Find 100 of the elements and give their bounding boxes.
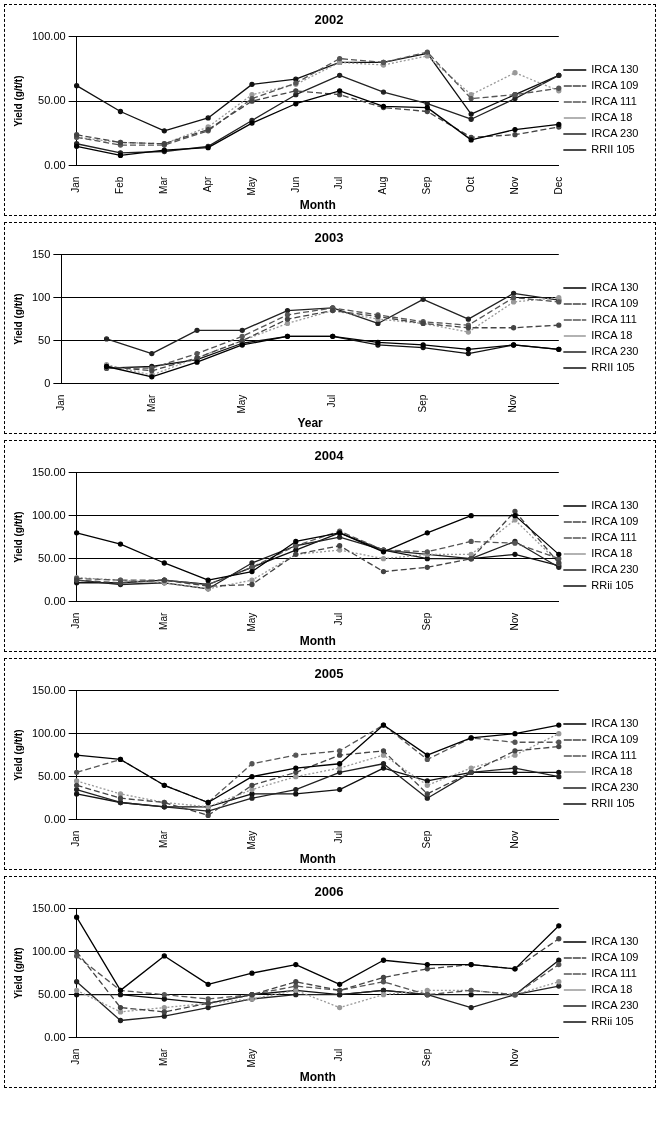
y-tick-label: 100	[31, 290, 51, 303]
y-tick-label: 50.00	[38, 769, 66, 782]
y-tick-label: 150.00	[31, 465, 66, 478]
x-axis-title: Year	[297, 416, 324, 431]
x-tick-label: Nov	[508, 830, 520, 849]
legend-label: RRII 105	[591, 143, 635, 156]
legend-label: IRCA 109	[591, 733, 639, 746]
chart-title: 2004	[314, 448, 345, 464]
legend-label: IRCA 109	[591, 515, 639, 528]
x-tick-label: Jul	[326, 394, 338, 408]
x-tick-label: Nov	[508, 1048, 520, 1067]
x-tick-label: Jan	[70, 176, 82, 193]
x-tick-label: Aug	[377, 176, 389, 195]
legend-label: IRCA 230	[591, 781, 639, 794]
y-tick-label: 100.00	[31, 508, 66, 521]
x-tick-label: May	[245, 176, 257, 196]
x-tick-label: Sep	[421, 1048, 433, 1067]
y-tick-label: 150	[31, 247, 51, 260]
x-tick-label: Sep	[416, 394, 428, 413]
x-tick-label: Jul	[333, 176, 345, 190]
legend-label: RRii 105	[591, 579, 634, 592]
x-tick-label: Nov	[507, 394, 519, 413]
y-tick-label: 0.00	[44, 812, 66, 825]
legend-label: RRII 105	[591, 797, 635, 810]
x-tick-label: Jul	[333, 612, 345, 626]
y-tick-label: 150.00	[31, 901, 66, 914]
legend-label: IRCA 18	[591, 329, 633, 342]
x-tick-label: Mar	[158, 830, 170, 848]
legend-label: IRCA 230	[591, 999, 639, 1012]
x-tick-label: Sep	[421, 612, 433, 631]
x-tick-label: Jan	[55, 394, 67, 411]
x-tick-label: Mar	[158, 176, 170, 194]
x-tick-label: May	[245, 1048, 257, 1068]
x-tick-label: Feb	[114, 176, 126, 194]
x-tick-label: Jul	[333, 1048, 345, 1062]
legend-label: IRCA 130	[591, 281, 639, 294]
x-tick-label: Nov	[508, 612, 520, 631]
x-tick-label: Dec	[552, 176, 564, 195]
y-tick-label: 0.00	[44, 594, 66, 607]
legend-label: IRCA 111	[591, 313, 637, 326]
x-tick-label: May	[236, 394, 247, 414]
x-tick-label: Sep	[421, 830, 433, 849]
x-tick-label: Mar	[145, 394, 157, 412]
x-axis-title: Month	[299, 852, 336, 867]
y-tick-label: 100.00	[31, 29, 66, 42]
y-axis-title: Yield (g/t/t)	[12, 947, 24, 999]
x-tick-label: Mar	[158, 612, 170, 630]
x-tick-label: May	[245, 830, 257, 850]
legend-label: IRCA 18	[591, 111, 633, 124]
y-tick-label: 0.00	[44, 158, 66, 171]
x-axis-title: Month	[299, 198, 336, 213]
y-tick-label: 50.00	[38, 987, 66, 1000]
y-tick-label: 100.00	[31, 944, 66, 957]
legend-label: IRCA 230	[591, 563, 639, 576]
legend-label: RRii 105	[591, 1015, 634, 1028]
x-tick-label: Jan	[70, 1048, 82, 1065]
x-tick-label: May	[245, 612, 257, 632]
y-tick-label: 150.00	[31, 683, 66, 696]
legend-label: IRCA 230	[591, 127, 639, 140]
legend-label: IRCA 111	[591, 967, 637, 980]
x-tick-label: Mar	[158, 1048, 170, 1066]
chart-title: 2003	[314, 230, 344, 246]
legend-label: IRCA 109	[591, 297, 639, 310]
x-tick-label: Nov	[508, 176, 520, 195]
y-axis-title: Yield (g/t/t)	[12, 293, 24, 345]
legend-label: IRCA 130	[591, 499, 639, 512]
legend-label: IRCA 18	[591, 547, 633, 560]
legend-label: IRCA 111	[591, 95, 637, 108]
legend-label: IRCA 111	[591, 749, 637, 762]
y-tick-label: 50	[38, 333, 51, 346]
chart-title: 2002	[314, 12, 344, 28]
chart-title: 2006	[314, 884, 344, 900]
x-tick-label: Jun	[289, 176, 301, 193]
x-tick-label: Jan	[70, 830, 82, 847]
x-tick-label: Sep	[421, 176, 433, 195]
legend-label: IRCA 109	[591, 951, 639, 964]
legend-label: IRCA 130	[591, 63, 639, 76]
legend-label: IRCA 230	[591, 345, 639, 358]
chart-title: 2005	[314, 666, 344, 682]
y-axis-title: Yield (g/t/t)	[12, 511, 24, 563]
legend-label: IRCA 130	[591, 717, 639, 730]
legend-label: IRCA 109	[591, 79, 639, 92]
y-tick-label: 50.00	[38, 94, 66, 107]
legend-label: IRCA 18	[591, 983, 633, 996]
legend-label: RRII 105	[591, 361, 635, 374]
x-tick-label: Apr	[201, 176, 213, 193]
legend-label: IRCA 111	[591, 531, 637, 544]
y-tick-label: 100.00	[31, 726, 66, 739]
legend-label: IRCA 130	[591, 935, 639, 948]
y-tick-label: 50.00	[38, 551, 66, 564]
y-axis-title: Yield (g/t/t)	[12, 75, 24, 127]
x-axis-title: Month	[299, 634, 336, 649]
y-tick-label: 0	[44, 376, 51, 389]
legend-label: IRCA 18	[591, 765, 633, 778]
x-tick-label: Jan	[70, 612, 82, 629]
x-tick-label: Jul	[333, 830, 345, 844]
y-tick-label: 0.00	[44, 1030, 66, 1043]
x-axis-title: Month	[299, 1070, 336, 1085]
x-tick-label: Oct	[464, 176, 476, 193]
y-axis-title: Yield (g/t/t)	[12, 729, 24, 781]
